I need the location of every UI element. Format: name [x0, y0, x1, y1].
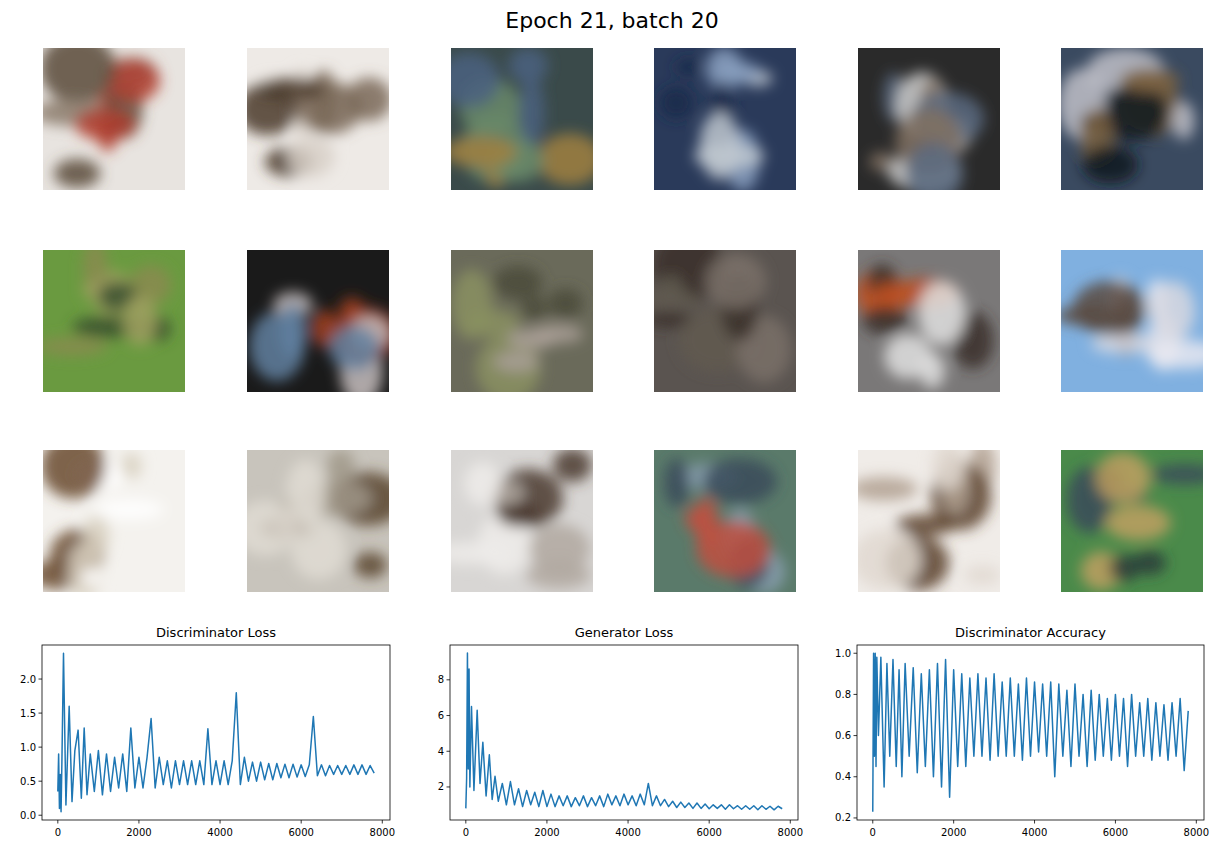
y-tick	[447, 715, 451, 716]
y-tick	[854, 776, 858, 777]
generated-sample	[654, 450, 796, 592]
generated-sample	[858, 48, 1000, 190]
figure-title: Epoch 21, batch 20	[505, 8, 718, 33]
generated-sample	[247, 450, 389, 592]
generated-sample	[654, 250, 796, 392]
y-tick-label: 2.0	[20, 674, 36, 685]
x-tick-label: 6000	[1103, 827, 1128, 838]
figure: Epoch 21, batch 20Discriminator Loss0200…	[0, 0, 1223, 853]
y-tick	[447, 786, 451, 787]
generated-sample	[1061, 48, 1203, 190]
x-tick-label: 4000	[615, 827, 640, 838]
y-tick-label: 0.2	[835, 812, 851, 823]
x-tick	[709, 820, 710, 824]
y-tick	[854, 735, 858, 736]
y-tick-label: 1.0	[835, 648, 851, 659]
generated-sample	[858, 250, 1000, 392]
x-tick	[546, 820, 547, 824]
x-tick	[301, 820, 302, 824]
y-tick-label: 0.0	[20, 810, 36, 821]
chart: Discriminator Loss 0 2000 4000 6000 8000 0.0 0.…	[20, 625, 395, 838]
y-tick-label: 1.5	[20, 708, 36, 719]
x-tick	[57, 820, 58, 824]
x-tick	[465, 820, 466, 824]
x-tick-label: 4000	[1022, 827, 1047, 838]
x-tick-label: 2000	[941, 827, 966, 838]
x-tick-label: 6000	[696, 827, 721, 838]
x-tick	[628, 820, 629, 824]
plot-frame	[42, 645, 390, 820]
y-tick-label: 4	[438, 746, 444, 757]
plot-frame	[450, 645, 798, 820]
plot-area	[873, 653, 1188, 812]
x-tick	[790, 820, 791, 824]
chart: Generator Loss 0 2000 4000 6000 8000 2 4 6 8	[438, 625, 803, 838]
x-tick-label: 8000	[370, 827, 395, 838]
y-tick-label: 2	[438, 781, 444, 792]
y-tick	[447, 751, 451, 752]
chart: Discriminator Accuracy 0 2000 4000 6000 8000 0…	[835, 625, 1209, 838]
chart-title: Generator Loss	[575, 625, 674, 640]
x-tick	[872, 820, 873, 824]
x-tick-label: 2000	[126, 827, 151, 838]
series-line	[466, 653, 782, 810]
y-tick	[39, 781, 43, 782]
x-tick-label: 4000	[207, 827, 232, 838]
y-tick-label: 6	[438, 710, 444, 721]
generated-sample	[451, 450, 593, 592]
x-tick	[382, 820, 383, 824]
series-line	[58, 653, 374, 812]
y-tick-label: 0.5	[20, 776, 36, 787]
y-tick	[854, 653, 858, 654]
plot-area	[58, 653, 374, 812]
y-tick-label: 0.8	[835, 689, 851, 700]
y-tick-label: 1.0	[20, 742, 36, 753]
x-tick	[953, 820, 954, 824]
plot-frame	[857, 645, 1204, 820]
x-tick	[220, 820, 221, 824]
y-tick	[854, 694, 858, 695]
plot-area	[466, 653, 782, 810]
generated-sample	[1061, 250, 1203, 392]
y-tick	[39, 679, 43, 680]
generated-sample	[451, 250, 593, 392]
x-tick-label: 6000	[288, 827, 313, 838]
generated-sample	[1061, 450, 1203, 592]
generated-sample	[43, 48, 185, 190]
generated-sample	[43, 250, 185, 392]
y-tick	[39, 815, 43, 816]
x-tick-label: 0	[463, 827, 469, 838]
x-tick	[1034, 820, 1035, 824]
x-tick-label: 8000	[1184, 827, 1209, 838]
generated-sample	[451, 48, 593, 190]
y-tick-label: 0.6	[835, 730, 851, 741]
x-tick	[138, 820, 139, 824]
generated-sample	[43, 450, 185, 592]
x-tick	[1115, 820, 1116, 824]
x-tick-label: 0	[870, 827, 876, 838]
y-tick-label: 8	[438, 674, 444, 685]
y-tick	[39, 713, 43, 714]
y-tick	[854, 817, 858, 818]
generated-sample	[654, 48, 796, 190]
y-tick-label: 0.4	[835, 771, 851, 782]
x-tick-label: 2000	[534, 827, 559, 838]
y-tick	[447, 679, 451, 680]
chart-title: Discriminator Accuracy	[955, 625, 1106, 640]
x-tick	[1196, 820, 1197, 824]
y-tick	[39, 747, 43, 748]
generated-sample	[858, 450, 1000, 592]
x-tick-label: 0	[55, 827, 61, 838]
chart-title: Discriminator Loss	[156, 625, 276, 640]
generated-sample	[247, 250, 389, 392]
generated-sample	[247, 48, 389, 190]
x-tick-label: 8000	[778, 827, 803, 838]
series-line	[873, 653, 1188, 812]
